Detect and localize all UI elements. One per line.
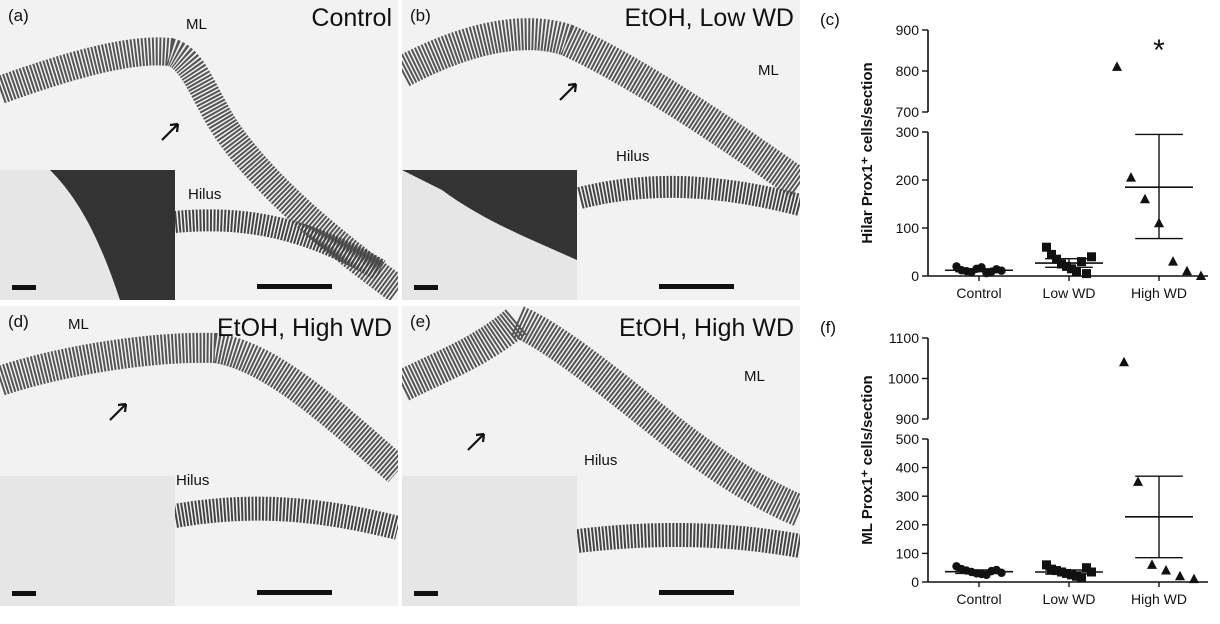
data-point-square	[1047, 249, 1056, 259]
y-tick-label: 1100	[889, 330, 919, 346]
data-point-triangle	[1189, 573, 1199, 584]
micrograph-d: (d) EtOH, High WD ML Hilus	[0, 306, 398, 606]
panel-title-a: Control	[311, 4, 392, 32]
panel-title-e: EtOH, High WD	[618, 314, 794, 342]
y-tick-label: 200	[896, 517, 920, 533]
micrograph-b-image	[402, 18, 800, 300]
data-point-square	[1062, 261, 1071, 271]
y-tick-label: 0	[911, 268, 919, 284]
data-point-square	[1077, 573, 1086, 583]
micrograph-d-image	[0, 332, 398, 606]
data-point-square	[1082, 269, 1091, 279]
data-point-triangle	[1175, 570, 1185, 581]
significance-annotation: *	[1153, 34, 1165, 67]
arrow-icon	[559, 82, 578, 101]
y-axis-label: ML Prox1⁺ cells/section	[859, 375, 876, 544]
region-label-ml: ML	[744, 368, 765, 385]
region-label-ml: ML	[758, 62, 779, 79]
x-tick-label: High WD	[1131, 591, 1187, 607]
arrow-icon	[467, 432, 486, 451]
data-point-square	[1077, 257, 1086, 267]
data-point-square	[1087, 252, 1096, 262]
panel-title-b: EtOH, Low WD	[624, 4, 794, 32]
panel-letter-d: (d)	[8, 312, 29, 331]
data-point-square	[1072, 571, 1081, 581]
y-tick-label: 0	[911, 574, 919, 590]
y-tick-label: 700	[896, 104, 920, 120]
y-tick-label: 300	[896, 488, 920, 504]
panel-letter-c: (c)	[820, 10, 840, 29]
micrograph-e: (e) EtOH, High WD ML Hilus	[402, 306, 800, 606]
x-tick-label: Low WD	[1043, 285, 1096, 301]
chart-f: 0 100 200 300 400 500 900 1000 1100 ML Prox1⁺ cel…	[859, 330, 1208, 607]
data-point-triangle	[1147, 559, 1157, 569]
y-tick-label: 300	[896, 124, 920, 140]
data-point-square	[1057, 259, 1066, 269]
data-point-square	[1067, 570, 1076, 580]
data-point-triangle	[1112, 61, 1122, 71]
data-point-triangle	[1168, 256, 1178, 266]
data-point-triangle	[1119, 356, 1129, 367]
region-label-hilus: Hilus	[188, 186, 222, 203]
y-tick-label: 100	[896, 220, 920, 236]
y-axis-label: Hilar Prox1⁺ cells/section	[859, 62, 876, 243]
data-point-triangle	[1182, 265, 1192, 276]
data-point-triangle	[1140, 193, 1150, 204]
data-point-square	[1072, 266, 1081, 276]
panel-letter-a: (a)	[8, 6, 29, 25]
data-point-square	[1067, 264, 1076, 274]
region-label-ml: ML	[186, 16, 207, 33]
data-point-square	[1042, 560, 1051, 570]
panel-letter-f: (f)	[820, 318, 837, 337]
data-point-square	[1047, 564, 1056, 574]
panel-letter-b: (b)	[410, 6, 431, 25]
region-label-ml: ML	[68, 316, 89, 333]
x-tick-label: High WD	[1131, 285, 1187, 301]
x-tick-label: Control	[956, 285, 1001, 301]
panel-title-d: EtOH, High WD	[216, 314, 392, 342]
data-point-square	[1082, 563, 1091, 573]
region-label-hilus: Hilus	[584, 452, 618, 469]
y-tick-label: 500	[896, 431, 920, 447]
arrow-icon	[109, 402, 128, 421]
region-label-hilus: Hilus	[176, 472, 210, 489]
data-point-triangle	[1126, 172, 1136, 182]
data-point-triangle	[1133, 476, 1143, 486]
chart-c: 0 100 200 300 700 800 900 Hilar Prox1⁺ cells/se…	[859, 22, 1208, 301]
micrograph-a-image	[0, 37, 398, 300]
data-point-triangle	[1196, 270, 1206, 280]
region-label-hilus: Hilus	[616, 148, 650, 165]
panel-letter-e: (e)	[410, 312, 431, 331]
y-tick-label: 200	[896, 172, 920, 188]
y-tick-label: 900	[896, 22, 920, 38]
micrograph-e-image	[402, 306, 800, 606]
x-tick-label: Low WD	[1043, 591, 1096, 607]
y-tick-label: 1000	[888, 371, 919, 387]
y-tick-label: 800	[896, 63, 920, 79]
arrow-icon	[161, 122, 180, 141]
micrograph-a: (a) Control ML Hilus	[0, 0, 398, 300]
y-tick-label: 900	[896, 411, 920, 427]
x-tick-label: Control	[956, 591, 1001, 607]
micrograph-b: (b) EtOH, Low WD ML Hilus	[402, 0, 800, 300]
data-point-triangle	[1161, 565, 1171, 575]
y-tick-label: 100	[896, 545, 920, 561]
data-point-square	[1042, 242, 1051, 252]
y-tick-label: 400	[896, 460, 920, 476]
